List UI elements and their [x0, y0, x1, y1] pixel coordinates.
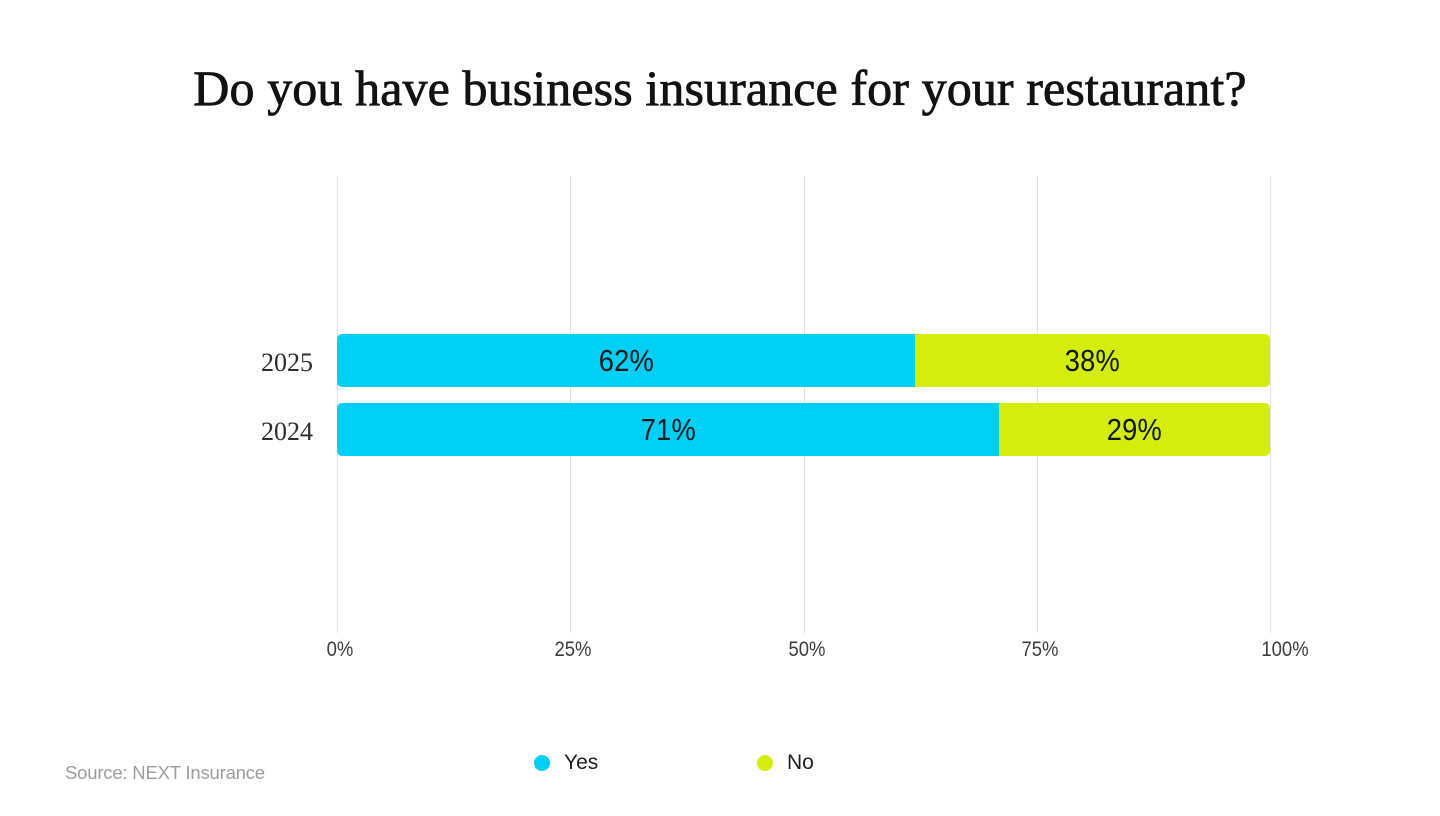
gridline-100% — [1270, 176, 1271, 633]
legend-label: No — [787, 751, 814, 774]
legend-label: Yes — [564, 751, 599, 774]
category-label-2025: 2025 — [261, 347, 313, 377]
bar-value-label: 62% — [598, 342, 654, 378]
legend-item-No[interactable]: No — [757, 751, 814, 775]
bar-segment-2024-Yes[interactable]: 71% — [337, 403, 1000, 456]
legend-dot-Yes — [534, 755, 550, 771]
legend-item-Yes[interactable]: Yes — [534, 751, 598, 775]
x-tick-label: 0% — [326, 638, 354, 661]
bar-row-2024: 71% 29% — [337, 403, 1270, 456]
x-tick-label: 25% — [554, 638, 592, 661]
bar-row-2025: 62% 38% — [337, 334, 1270, 387]
plot-area: 0% 25% 50% 75% 100% 62% 38% 71% 29% — [327, 176, 1309, 661]
bar-segment-2025-Yes[interactable]: 62% — [337, 334, 916, 387]
chart-title: Do you have business insurance for your … — [193, 60, 1247, 116]
x-tick-label: 100% — [1261, 638, 1309, 661]
source-note: Source: NEXT Insurance — [65, 762, 265, 783]
bar-value-label: 38% — [1065, 342, 1121, 378]
bar-value-label: 71% — [640, 411, 696, 447]
x-tick-label: 50% — [788, 638, 825, 661]
bar-segment-2025-No[interactable]: 38% — [915, 334, 1270, 387]
legend-dot-No — [757, 755, 773, 771]
bar-value-label: 29% — [1107, 411, 1163, 447]
legend: Yes No — [0, 751, 1440, 781]
bar-segment-2024-No[interactable]: 29% — [999, 403, 1270, 456]
category-label-2024: 2024 — [261, 416, 313, 446]
x-tick-label: 75% — [1021, 638, 1059, 661]
